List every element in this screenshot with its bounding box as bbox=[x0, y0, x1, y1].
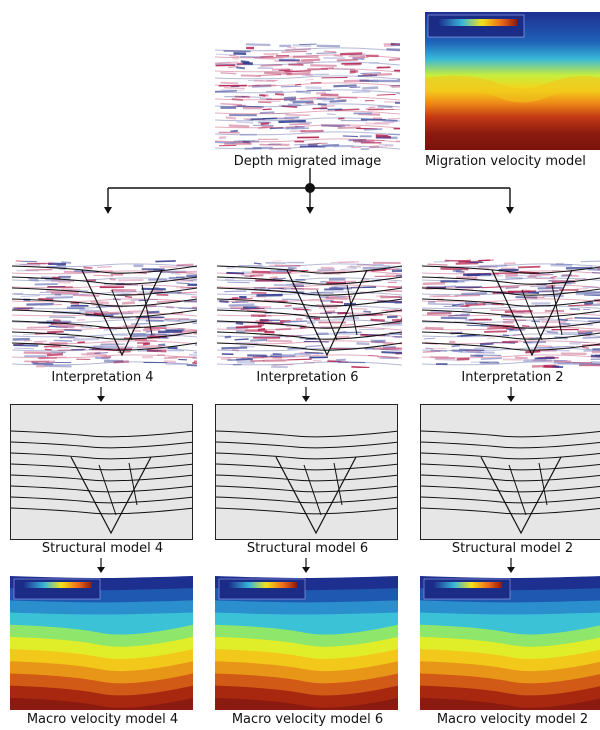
macro-velocity-label: Macro velocity model 4 bbox=[26, 712, 179, 727]
macro-velocity-label: Macro velocity model 2 bbox=[436, 712, 589, 727]
migration-velocity-model-label: Migration velocity model bbox=[425, 154, 586, 169]
structural-model-panel bbox=[10, 404, 193, 540]
macro-velocity-panel bbox=[10, 576, 193, 710]
structural-model-label: Structural model 4 bbox=[41, 541, 164, 556]
connector-tree bbox=[104, 168, 514, 214]
down-arrow-icon bbox=[96, 387, 105, 402]
interpretation-label: Interpretation 2 bbox=[461, 370, 564, 385]
structural-model-panel bbox=[215, 404, 398, 540]
macro-velocity-label: Macro velocity model 6 bbox=[231, 712, 384, 727]
interpretation-label: Interpretation 6 bbox=[256, 370, 359, 385]
macro-velocity-panel bbox=[215, 576, 398, 710]
down-arrow-icon bbox=[506, 387, 515, 402]
interpretation-panel bbox=[422, 230, 600, 368]
down-arrow-icon bbox=[301, 387, 310, 402]
structural-model-label: Structural model 6 bbox=[246, 541, 369, 556]
depth-migrated-image bbox=[215, 12, 400, 150]
down-arrow-icon bbox=[301, 558, 310, 573]
interpretation-label: Interpretation 4 bbox=[51, 370, 154, 385]
migration-velocity-model bbox=[425, 12, 600, 150]
structural-model-panel bbox=[420, 404, 600, 540]
junction-node bbox=[305, 183, 315, 193]
interpretation-panel bbox=[217, 230, 402, 368]
down-arrow-icon bbox=[506, 558, 515, 573]
macro-velocity-panel bbox=[420, 576, 600, 710]
down-arrow-icon bbox=[96, 558, 105, 573]
depth-migrated-image-label: Depth migrated image bbox=[233, 154, 382, 169]
structural-model-label: Structural model 2 bbox=[451, 541, 574, 556]
interpretation-panel bbox=[12, 230, 197, 368]
